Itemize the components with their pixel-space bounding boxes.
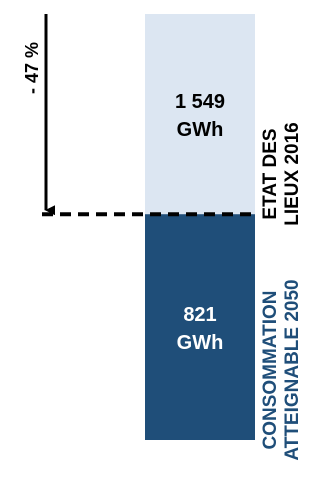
category-label-2016-line2: LIEUX 2016 xyxy=(282,122,303,226)
bar-unit-label-2050: GWh xyxy=(177,332,224,354)
bar-value-label-2050: 821 xyxy=(183,304,216,326)
category-label-2050-line2: ATTEIGNABLE 2050 xyxy=(282,279,303,460)
bar-etat-des-lieux-2016 xyxy=(145,14,255,215)
bar-value-label-2016: 1 549 xyxy=(175,91,225,113)
category-label-2016-line1: ETAT DES xyxy=(260,128,281,219)
category-label-2050-line1: CONSOMMATION xyxy=(260,290,281,449)
bar-unit-label-2016: GWh xyxy=(177,119,224,141)
bar-consommation-atteignable-2050 xyxy=(145,214,255,440)
reduction-percent-annotation: - 47 % xyxy=(22,42,42,94)
